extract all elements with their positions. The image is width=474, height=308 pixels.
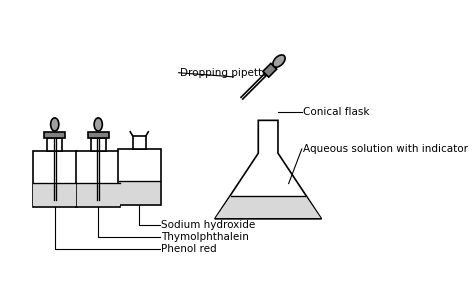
Bar (119, 181, 160, 204)
Text: Phenol red: Phenol red (162, 244, 217, 254)
Polygon shape (215, 120, 321, 219)
Bar (133, 136, 146, 149)
Text: Aqueous solution with indicator: Aqueous solution with indicator (303, 144, 468, 154)
Bar (91, 138, 106, 151)
Bar (88, 132, 109, 138)
Text: Sodium hydroxide: Sodium hydroxide (162, 220, 255, 229)
Bar (33, 151, 77, 207)
Ellipse shape (273, 55, 285, 67)
Bar (33, 183, 76, 206)
Ellipse shape (94, 118, 102, 131)
Polygon shape (216, 196, 320, 218)
Bar (118, 149, 161, 205)
Polygon shape (263, 63, 277, 77)
Text: Thymolphthalein: Thymolphthalein (162, 232, 249, 242)
Text: Conical flask: Conical flask (303, 107, 370, 117)
Bar (44, 132, 65, 138)
Text: Dropping pipette: Dropping pipette (180, 68, 269, 78)
Bar (76, 151, 120, 207)
Bar (77, 183, 119, 206)
Ellipse shape (51, 118, 59, 131)
Bar (47, 138, 62, 151)
